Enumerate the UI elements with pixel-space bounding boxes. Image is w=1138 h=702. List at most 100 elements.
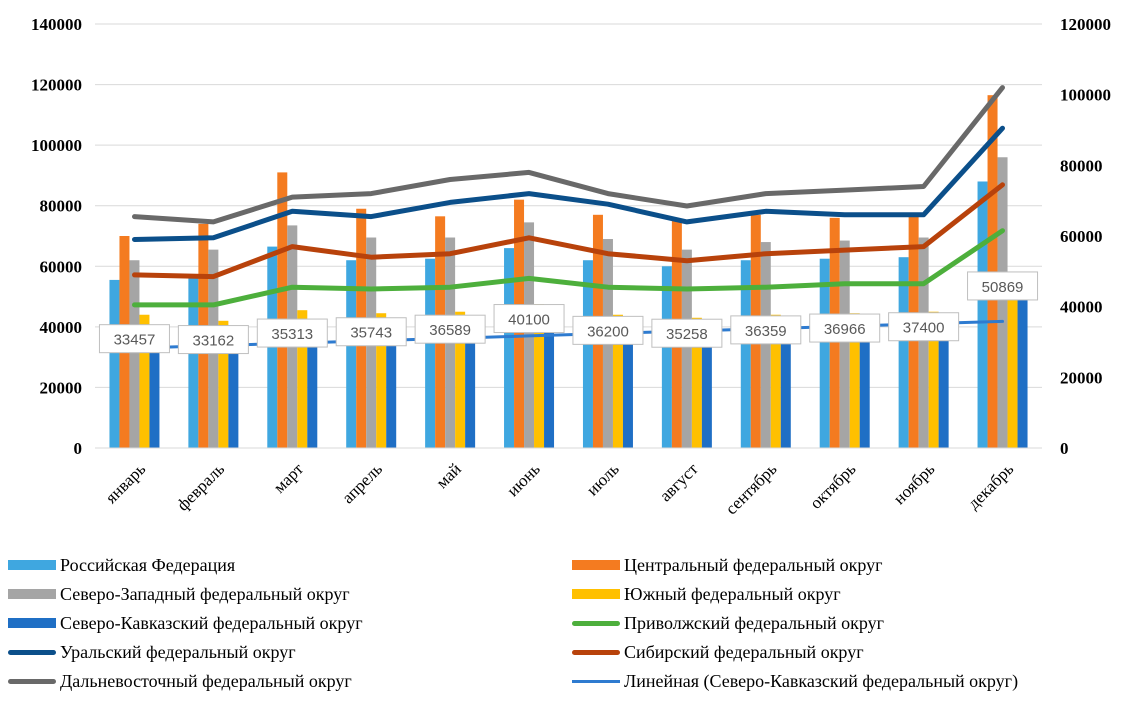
- legend-swatch: [8, 649, 56, 655]
- legend-label: Российская Федерация: [60, 554, 236, 575]
- legend-item: Центральный федеральный округ: [572, 552, 883, 578]
- bar: [770, 314, 781, 448]
- data-label-text: 36359: [745, 323, 787, 340]
- bar: [455, 311, 466, 448]
- bar: [218, 320, 229, 448]
- legend-item: Дальневосточный федеральный округ: [8, 668, 352, 694]
- y-right-tick-label: 20000: [1060, 368, 1103, 387]
- data-label-box: [177, 325, 249, 355]
- legend-item: Уральский федеральный округ: [8, 639, 296, 665]
- x-category-label: февраль: [173, 459, 228, 514]
- y-left-tick-label: 20000: [40, 378, 83, 397]
- y-right-tick-label: 60000: [1060, 227, 1103, 246]
- data-label: 40100: [493, 304, 565, 334]
- series-line: [132, 228, 1005, 308]
- legend-swatch: [572, 620, 620, 626]
- bar: [228, 347, 239, 448]
- bar: [612, 314, 623, 448]
- bar: [376, 313, 387, 448]
- bar: [139, 314, 150, 448]
- bar: [691, 317, 702, 448]
- data-label: 35743: [335, 317, 407, 347]
- bar: [622, 338, 633, 448]
- data-label-text: 33162: [193, 333, 235, 350]
- y-right-tick-label: 100000: [1060, 86, 1111, 105]
- bar: [297, 310, 308, 448]
- x-category-label: сентябрь: [722, 459, 781, 518]
- legend-swatch: [8, 589, 56, 599]
- y-right-tick-label: 40000: [1060, 298, 1103, 317]
- data-label-text: 36966: [824, 321, 866, 338]
- data-label-text: 36200: [587, 323, 629, 340]
- x-category-label: март: [270, 459, 308, 497]
- x-category-label: апрель: [338, 459, 386, 507]
- legend-swatch: [8, 678, 56, 684]
- data-label-box: [888, 312, 960, 342]
- bar: [928, 311, 939, 448]
- data-label-text: 50869: [982, 279, 1024, 296]
- data-label-box: [98, 324, 170, 354]
- data-label-box: [967, 271, 1039, 301]
- y-left-tick-label: 40000: [40, 318, 83, 337]
- data-label-box: [493, 304, 565, 334]
- bars-group: [109, 95, 1028, 449]
- bar: [465, 337, 476, 448]
- bar: [346, 260, 357, 448]
- data-label-text: 35258: [666, 326, 708, 343]
- data-label: 35258: [651, 318, 723, 348]
- series-line: [132, 182, 1005, 280]
- data-label-box: [335, 317, 407, 347]
- bar: [839, 240, 850, 448]
- bar: [188, 276, 199, 448]
- bar: [938, 334, 949, 448]
- x-category-label: май: [432, 459, 465, 492]
- data-label-text: 37400: [903, 320, 945, 337]
- bar: [277, 172, 288, 448]
- data-label-box: [809, 313, 881, 343]
- x-category-label: октябрь: [806, 459, 860, 513]
- bar: [386, 339, 397, 448]
- legend-swatch: [572, 589, 620, 599]
- x-category-label: август: [656, 459, 702, 505]
- legend-label: Северо-Кавказский федеральный округ: [60, 612, 363, 633]
- legend-item: Приволжский федеральный округ: [572, 610, 884, 636]
- x-category-label: июль: [583, 459, 623, 499]
- x-category-label: июнь: [503, 459, 544, 500]
- y-left-tick-label: 0: [74, 439, 83, 458]
- y-right-tick-label: 0: [1060, 439, 1069, 458]
- data-label: 36359: [730, 315, 802, 345]
- legend-label: Дальневосточный федеральный округ: [60, 670, 352, 691]
- bar: [307, 341, 318, 448]
- data-label: 37400: [888, 312, 960, 342]
- data-label: 36589: [414, 314, 486, 344]
- bar: [425, 258, 436, 448]
- bar: [544, 326, 555, 448]
- y-left-tick-label: 140000: [31, 15, 82, 34]
- bar: [582, 260, 593, 448]
- data-label-text: 35743: [350, 325, 392, 342]
- bar: [661, 266, 672, 448]
- bar: [898, 257, 909, 448]
- legend-item: Северо-Западный федеральный округ: [8, 581, 350, 607]
- data-label-text: 33457: [114, 332, 156, 349]
- legend-label: Центральный федеральный округ: [624, 554, 883, 575]
- series-line: [132, 125, 1005, 242]
- legend-label: Приволжский федеральный округ: [624, 612, 885, 633]
- legend-label: Сибирский федеральный округ: [624, 641, 864, 662]
- data-label-box: [730, 315, 802, 345]
- legend-label: Уральский федеральный округ: [60, 641, 296, 662]
- data-label: 33457: [98, 324, 170, 354]
- legend-swatch: [8, 618, 56, 628]
- y-left-tick-label: 100000: [31, 136, 82, 155]
- data-label-box: [651, 318, 723, 348]
- y-left-tick-label: 60000: [40, 257, 83, 276]
- legend-item: Северо-Кавказский федеральный округ: [8, 610, 363, 636]
- bar: [109, 279, 120, 448]
- data-label: 36966: [809, 313, 881, 343]
- legend-item: Линейная (Северо-Кавказский федеральный …: [572, 668, 1018, 694]
- bar: [740, 260, 751, 448]
- y-left-tick-label: 120000: [31, 76, 82, 95]
- data-label: 50869: [967, 271, 1039, 301]
- legend-item: Южный федеральный округ: [572, 581, 841, 607]
- legend-label: Южный федеральный округ: [624, 583, 841, 604]
